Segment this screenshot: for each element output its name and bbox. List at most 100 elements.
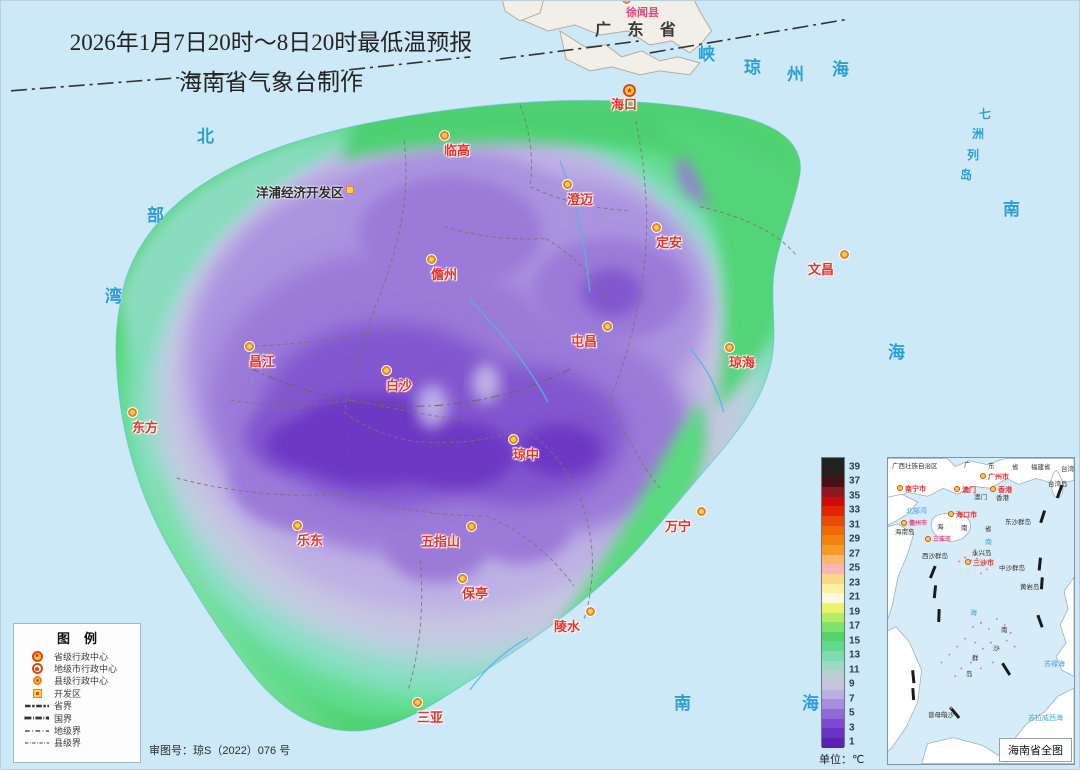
city-label: 定安 <box>656 235 683 250</box>
inset-label: 曾母暗沙 <box>928 712 954 719</box>
legend-item-label: 县级界 <box>54 738 82 749</box>
inset-city-marker <box>990 486 996 492</box>
colorbar-segment <box>822 573 844 584</box>
colorbar-tick-label: 21 <box>849 591 861 603</box>
colorbar-tick-label: 31 <box>849 519 861 531</box>
colorbar-segment <box>822 496 844 507</box>
development-zone-marker <box>346 186 354 194</box>
inset-label: 海 <box>970 610 977 617</box>
colorbar-tick-label: 13 <box>849 649 861 661</box>
colorbar-tick-label: 17 <box>849 620 861 632</box>
legend-item-national-boundary-line: 国界 <box>20 712 134 724</box>
colorbar-segment <box>822 467 844 478</box>
inset-label: 南宁市 <box>905 486 926 493</box>
inset-overview-map: 广西壮族自治区广东省福建省台湾省台湾岛广州市香港澳门香港澳门南宁市北部湾海口市儋… <box>887 457 1075 765</box>
legend-item-prefecture-boundary-line: 地级界 <box>20 724 134 736</box>
colorbar-segment <box>822 699 844 710</box>
city-marker-county <box>652 223 661 232</box>
legend-item-label: 开发区 <box>54 688 82 699</box>
city-label: 澄迈 <box>567 192 594 207</box>
city-label: 保亭 <box>462 586 489 601</box>
colorbar-segment <box>822 631 844 642</box>
inset-city-marker <box>897 485 903 491</box>
inset-label: 永兴岛 <box>972 550 992 557</box>
province-capital-icon <box>20 650 54 662</box>
inset-city-marker <box>980 473 986 479</box>
colorbar-segment <box>822 458 844 468</box>
colorbar-segment <box>822 660 844 671</box>
sea-label: 洲 <box>972 127 985 141</box>
inset-label: 台湾省 <box>1061 466 1074 473</box>
colorbar-tick-label: 23 <box>849 577 861 589</box>
colorbar-segment <box>822 680 844 690</box>
city-label: 东方 <box>132 420 159 435</box>
inset-label: 北部湾 <box>906 508 927 515</box>
inset-label: 海南岛 <box>895 529 915 536</box>
inset-label: 南 <box>961 525 968 532</box>
inset-city-marker <box>948 511 954 517</box>
legend-item-label: 省级行政中心 <box>54 651 109 662</box>
colorbar-segment <box>822 602 844 613</box>
city-marker-county <box>697 507 706 516</box>
inset-map-title: 海南省全图 <box>999 738 1072 762</box>
inset-label: 黄岩岛 <box>1020 584 1040 591</box>
approval-number: 审图号：琼S（2022）076 号 <box>149 745 291 757</box>
city-marker-county <box>413 698 422 707</box>
sea-label: 岛 <box>960 168 973 182</box>
colorbar-segment <box>822 641 844 652</box>
sea-label: 七 <box>979 107 992 121</box>
legend-item-province-capital-star: 省级行政中心 <box>20 650 134 662</box>
inset-label: 香港 <box>996 495 1009 502</box>
colorbar-segment <box>822 718 844 729</box>
legend-item-label: 省界 <box>54 701 73 712</box>
sea-label: 州 <box>787 65 804 84</box>
city-label: 昌江 <box>249 354 276 369</box>
colorbar-segment <box>822 622 844 632</box>
colorbar-segment <box>822 593 844 603</box>
colorbar-ticks: 39 37 35 33 31 29 27 25 23 21 19 17 15 13 11 9 7 5 3 1 <box>849 457 889 748</box>
legend-item-prefecture-city-ring: 地级市行政中心 <box>20 662 134 674</box>
inset-label: 海 <box>937 524 944 531</box>
city-label: 三亚 <box>417 710 444 725</box>
county-center-icon <box>20 676 54 686</box>
province-boundary-icon <box>20 704 54 708</box>
city-marker-county <box>467 522 476 531</box>
inset-label: 澳门 <box>962 487 976 494</box>
city-label: 儋州 <box>431 267 458 282</box>
city-label: 琼中 <box>513 447 540 462</box>
national-boundary-icon <box>20 716 54 720</box>
colorbar-segment <box>822 728 844 739</box>
inset-label: 南 <box>1001 627 1008 634</box>
city-marker-province-capital <box>623 84 636 97</box>
inset-label: 苏禄海 <box>1044 661 1065 668</box>
colorbar-tick-label: 3 <box>849 722 855 734</box>
colorbar-segment <box>822 651 844 661</box>
colorbar-tick-label: 15 <box>849 635 861 647</box>
city-label: 琼海 <box>729 355 756 370</box>
inset-label: 三亚市 <box>933 537 952 543</box>
development-zone-icon <box>20 688 54 698</box>
city-marker-county <box>128 408 137 417</box>
colorbar-tick-label: 9 <box>849 678 855 690</box>
city-marker-county <box>382 366 391 375</box>
colorbar-segment <box>822 506 844 516</box>
city-label: 乐东 <box>297 533 324 548</box>
colorbar-tick-label: 19 <box>849 606 861 618</box>
inset-label: 澳门 <box>974 494 987 501</box>
inset-label: 群 <box>972 655 979 662</box>
colorbar-segment <box>822 535 844 545</box>
inset-city-marker <box>965 559 971 565</box>
colorbar-tick-label: 25 <box>849 562 861 574</box>
inset-label: 三沙市 <box>973 560 994 567</box>
colorbar-tick-label: 1 <box>849 736 855 748</box>
colorbar-tick-label: 39 <box>849 461 861 473</box>
legend-item-label: 国界 <box>54 713 73 724</box>
legend-item-development-zone-square: 开发区 <box>20 687 134 699</box>
inset-label: 台湾岛 <box>1048 481 1068 488</box>
colorbar-segment <box>822 583 844 594</box>
sea-label: 南 <box>674 694 691 713</box>
city-label: 陵水 <box>554 619 581 634</box>
